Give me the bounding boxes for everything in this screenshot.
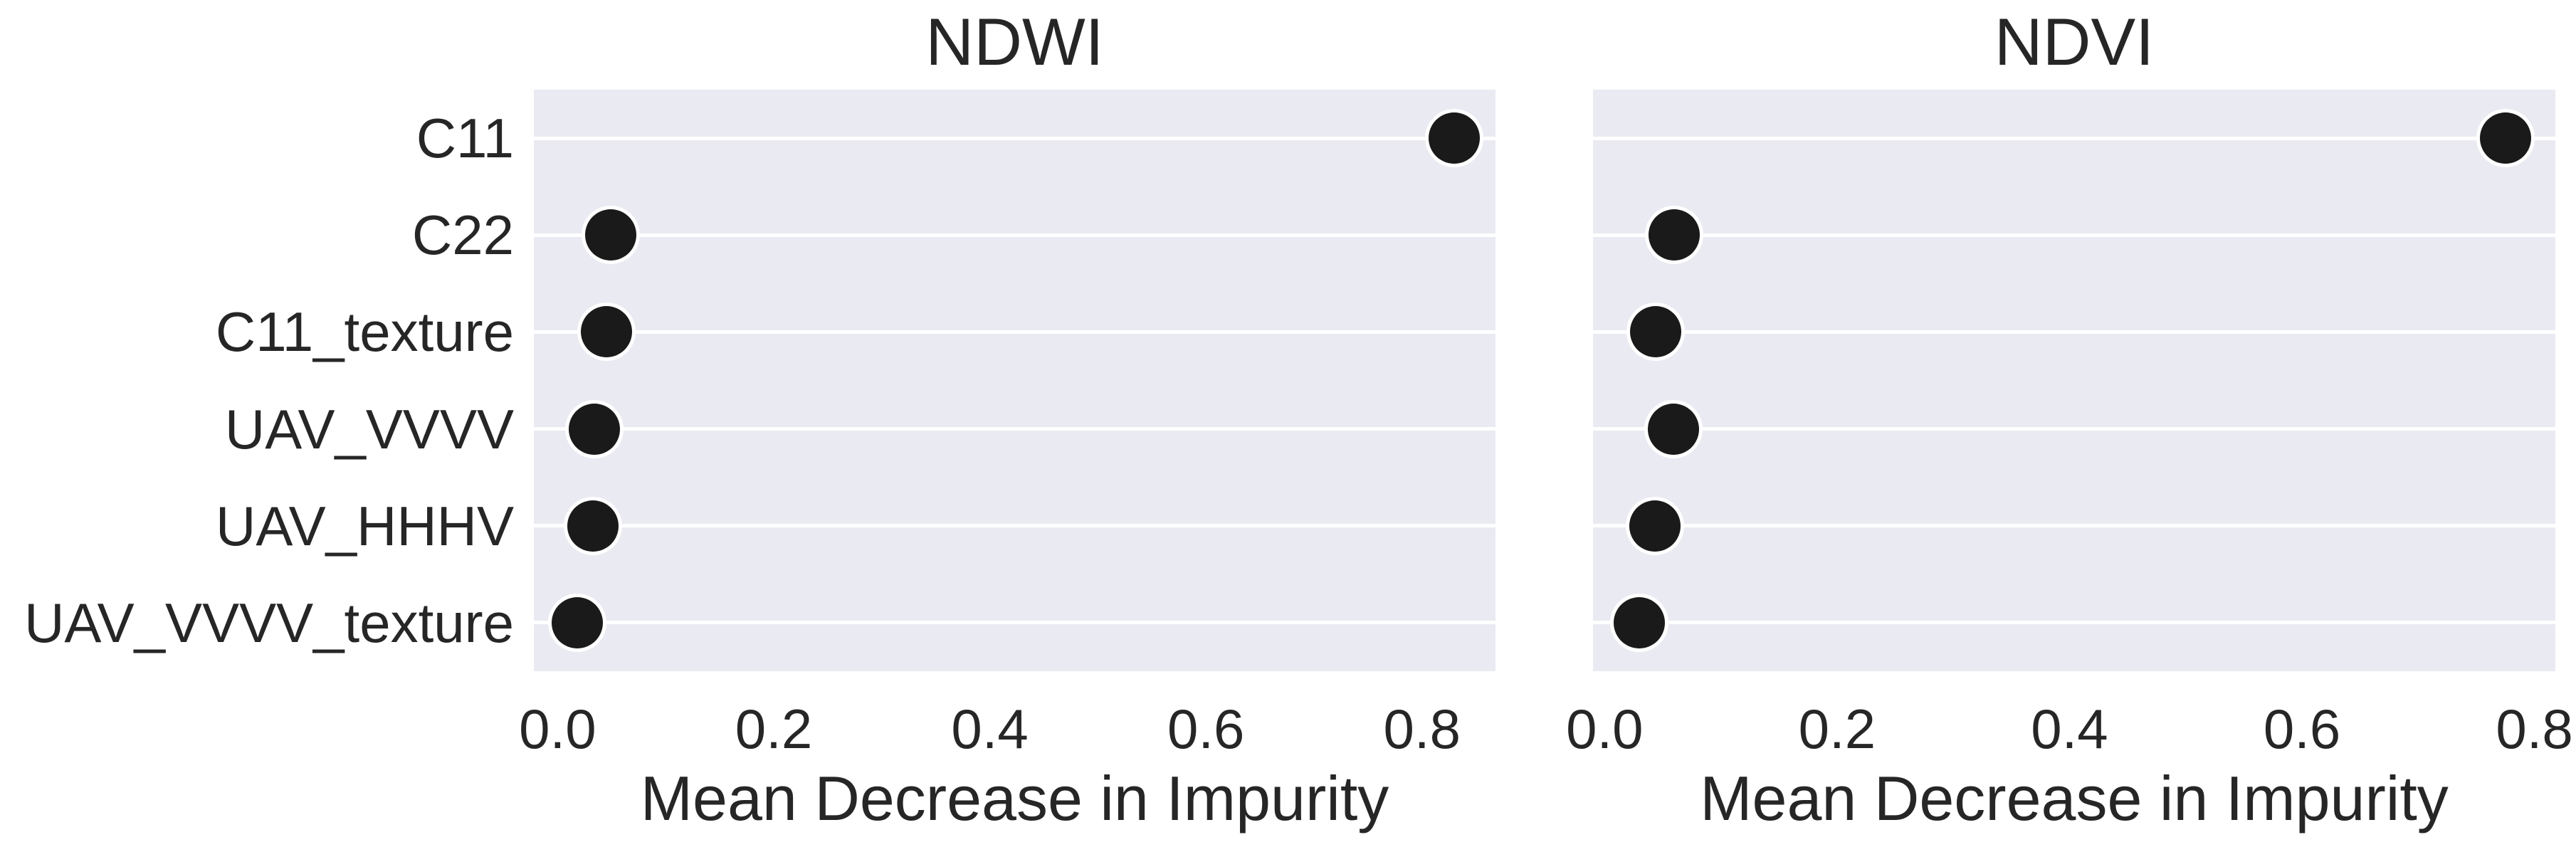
category-label-c11_texture: C11_texture	[215, 300, 514, 364]
x-tick-label: 0.8	[2496, 698, 2573, 760]
gridline	[534, 621, 1495, 625]
category-label-c11: C11	[416, 107, 514, 170]
x-tick-label: 0.4	[951, 698, 1029, 760]
data-point-uav_hhhv	[1629, 500, 1681, 552]
category-label-uav_vvvv_texture: UAV_VVVV_texture	[24, 591, 514, 654]
subplot-ndwi-title: NDWI	[925, 4, 1104, 79]
x-tick-label: 0.4	[2031, 698, 2108, 760]
data-point-uav_hhhv	[567, 500, 619, 552]
y-axis-category-labels: C11 C22 C11_texture UAV_VVVV UAV_HHHV UAV_VVV…	[0, 90, 514, 671]
gridline	[534, 427, 1495, 431]
category-label-uav_hhhv: UAV_HHHV	[216, 494, 514, 557]
data-point-c22	[584, 209, 636, 261]
data-point-uav_vvvv_texture	[1614, 596, 1666, 648]
x-tick-label: 0.6	[1167, 698, 1245, 760]
data-point-c22	[1649, 209, 1700, 261]
x-tick-label: 0.0	[1566, 698, 1644, 760]
gridline	[1593, 524, 2555, 528]
subplot-ndvi-plot-area	[1593, 90, 2555, 671]
data-point-uav_vvvv_texture	[551, 596, 603, 648]
gridline	[1593, 427, 2555, 431]
gridline	[1593, 330, 2555, 334]
category-label-c22: C22	[411, 204, 514, 267]
x-tick-label: 0.2	[735, 698, 813, 760]
subplot-ndwi-plot-area	[534, 90, 1495, 671]
data-point-uav_vvvv	[1647, 403, 1699, 455]
gridline	[534, 136, 1495, 140]
x-tick-label: 0.6	[2263, 698, 2341, 760]
subplot-ndvi-xaxis-label: Mean Decrease in Impurity	[1700, 763, 2449, 833]
gridline	[534, 330, 1495, 334]
data-point-c11	[1429, 112, 1481, 164]
data-point-c11_texture	[1630, 306, 1682, 358]
gridline	[534, 524, 1495, 528]
x-tick-label: 0.0	[519, 698, 596, 760]
data-point-c11	[2479, 112, 2531, 164]
data-point-uav_vvvv	[569, 403, 620, 455]
subplot-ndvi-title: NDVI	[1994, 4, 2155, 79]
data-point-c11_texture	[580, 306, 632, 358]
gridline	[1593, 621, 2555, 625]
category-label-uav_vvvv: UAV_VVVV	[224, 397, 514, 461]
x-tick-label: 0.2	[1798, 698, 1876, 760]
x-tick-label: 0.8	[1383, 698, 1461, 760]
gridline	[534, 233, 1495, 237]
gridline	[1593, 136, 2555, 140]
subplot-ndwi-xaxis-label: Mean Decrease in Impurity	[640, 763, 1389, 833]
gridline	[1593, 233, 2555, 237]
